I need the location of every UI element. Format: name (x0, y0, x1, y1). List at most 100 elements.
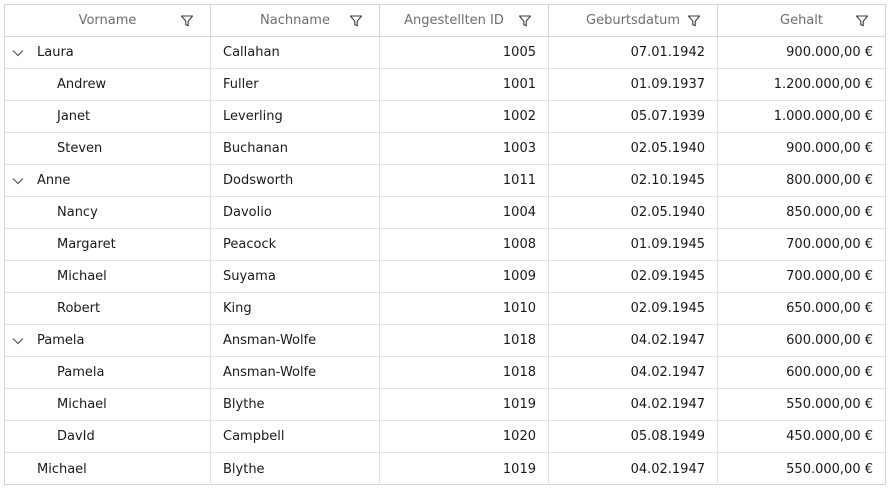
column-header-label: Vorname (78, 13, 137, 28)
cell-firstname: Pamela (5, 325, 211, 356)
cell-lastname: Peacock (211, 229, 380, 260)
cell-birthdate: 04.02.1947 (549, 389, 718, 420)
table-row[interactable]: Margaret Peacock 1008 01.09.1945 700.000… (5, 229, 885, 261)
cell-text: Laura (37, 45, 74, 60)
cell-salary: 700.000,00 € (786, 269, 873, 284)
cell-text: Steven (57, 141, 103, 156)
cell-salary: 450.000,00 € (786, 429, 873, 444)
cell-birthdate: 01.09.1937 (549, 69, 718, 100)
cell-birthdate: 05.07.1939 (549, 101, 718, 132)
cell-salary: 650.000,00 € (786, 301, 873, 316)
cell-text: Michael (37, 461, 87, 477)
cell-lastname: Davolio (211, 197, 380, 228)
cell-id: 1018 (380, 325, 549, 356)
chevron-down-icon[interactable] (11, 174, 25, 188)
cell-lastname: Callahan (211, 37, 380, 68)
cell-lastname: Blythe (211, 453, 380, 485)
cell-id: 1004 (380, 197, 549, 228)
cell-id: 1005 (380, 37, 549, 68)
column-header-salary[interactable]: Gehalt (718, 5, 885, 36)
cell-birthdate: 02.05.1940 (549, 197, 718, 228)
column-header-id[interactable]: Angestellten ID (380, 5, 549, 36)
cell-text: Anne (37, 173, 71, 188)
cell-id: 1019 (380, 389, 549, 420)
column-header-label: Gehalt (780, 13, 823, 28)
column-header-birthdate[interactable]: Geburtsdatum (549, 5, 718, 36)
table-row[interactable]: Nancy Davolio 1004 02.05.1940 850.000,00… (5, 197, 885, 229)
cell-text: Robert (57, 301, 101, 316)
cell-text: Pamela (37, 333, 85, 348)
cell-id: 1008 (380, 229, 549, 260)
column-header-label: Nachname (260, 13, 330, 28)
cell-firstname: Robert (5, 293, 211, 324)
cell-birthdate: 02.09.1945 (549, 261, 718, 292)
cell-firstname: Nancy (5, 197, 211, 228)
cell-salary: 550.000,00 € (786, 461, 873, 477)
table-row[interactable]: Laura Callahan 1005 07.01.1942 900.000,0… (5, 37, 885, 69)
cell-lastname: Blythe (211, 389, 380, 420)
cell-text: Janet (57, 109, 91, 124)
cell-text: Michael (57, 269, 107, 284)
cell-salary: 900.000,00 € (786, 45, 873, 60)
table-row[interactable]: Pamela Ansman-Wolfe 1018 04.02.1947 600.… (5, 325, 885, 357)
cell-birthdate: 02.10.1945 (549, 165, 718, 196)
table-row[interactable]: Steven Buchanan 1003 02.05.1940 900.000,… (5, 133, 885, 165)
header-row: Vorname Nachname Angestellten ID Geburts… (5, 5, 885, 37)
cell-birthdate: 07.01.1942 (549, 37, 718, 68)
cell-lastname: Fuller (211, 69, 380, 100)
cell-firstname: Anne (5, 165, 211, 196)
cell-salary: 600.000,00 € (786, 365, 873, 380)
cell-birthdate: 04.02.1947 (549, 325, 718, 356)
table-row[interactable]: Michael Blythe 1019 04.02.1947 550.000,0… (5, 389, 885, 421)
table-row[interactable]: Andrew Fuller 1001 01.09.1937 1.200.000,… (5, 69, 885, 101)
column-header-label: Angestellten ID (404, 13, 504, 28)
filter-icon[interactable] (687, 14, 701, 28)
cell-id: 1003 (380, 133, 549, 164)
cell-lastname: Suyama (211, 261, 380, 292)
filter-icon[interactable] (518, 14, 532, 28)
table-row[interactable]: Robert King 1010 02.09.1945 650.000,00 € (5, 293, 885, 325)
cell-firstname: Janet (5, 101, 211, 132)
column-header-firstname[interactable]: Vorname (5, 5, 211, 36)
column-header-lastname[interactable]: Nachname (211, 5, 380, 36)
cell-firstname: Pamela (5, 357, 211, 388)
cell-salary: 550.000,00 € (786, 397, 873, 412)
cell-salary: 800.000,00 € (786, 173, 873, 188)
cell-firstname: Michael (5, 453, 211, 485)
cell-id: 1009 (380, 261, 549, 292)
table-row[interactable]: DavId Campbell 1020 05.08.1949 450.000,0… (5, 421, 885, 453)
table-row[interactable]: Michael Blythe 1019 04.02.1947 550.000,0… (5, 453, 885, 485)
cell-firstname: Margaret (5, 229, 211, 260)
table-row[interactable]: Anne Dodsworth 1011 02.10.1945 800.000,0… (5, 165, 885, 197)
cell-id: 1010 (380, 293, 549, 324)
chevron-down-icon[interactable] (11, 46, 25, 60)
cell-firstname: DavId (5, 421, 211, 452)
cell-salary: 1.000.000,00 € (773, 109, 873, 124)
table-row[interactable]: Michael Suyama 1009 02.09.1945 700.000,0… (5, 261, 885, 293)
cell-lastname: Ansman-Wolfe (211, 325, 380, 356)
cell-salary: 850.000,00 € (786, 205, 873, 220)
cell-text: Pamela (57, 365, 105, 380)
cell-firstname: Steven (5, 133, 211, 164)
table-row[interactable]: Pamela Ansman-Wolfe 1018 04.02.1947 600.… (5, 357, 885, 389)
filter-icon[interactable] (855, 14, 869, 28)
chevron-down-icon[interactable] (11, 334, 25, 348)
cell-lastname: Ansman-Wolfe (211, 357, 380, 388)
cell-birthdate: 01.09.1945 (549, 229, 718, 260)
filter-icon[interactable] (180, 14, 194, 28)
cell-lastname: King (211, 293, 380, 324)
cell-firstname: Michael (5, 261, 211, 292)
cell-firstname: Andrew (5, 69, 211, 100)
tree-grid: Vorname Nachname Angestellten ID Geburts… (4, 4, 886, 485)
cell-lastname: Leverling (211, 101, 380, 132)
cell-lastname: Buchanan (211, 133, 380, 164)
cell-id: 1019 (380, 453, 549, 485)
table-row[interactable]: Janet Leverling 1002 05.07.1939 1.000.00… (5, 101, 885, 133)
cell-salary: 700.000,00 € (786, 237, 873, 252)
cell-birthdate: 05.08.1949 (549, 421, 718, 452)
cell-text: DavId (57, 429, 95, 444)
cell-text: Michael (57, 397, 107, 412)
filter-icon[interactable] (349, 14, 363, 28)
cell-salary: 1.200.000,00 € (773, 77, 873, 92)
cell-id: 1001 (380, 69, 549, 100)
